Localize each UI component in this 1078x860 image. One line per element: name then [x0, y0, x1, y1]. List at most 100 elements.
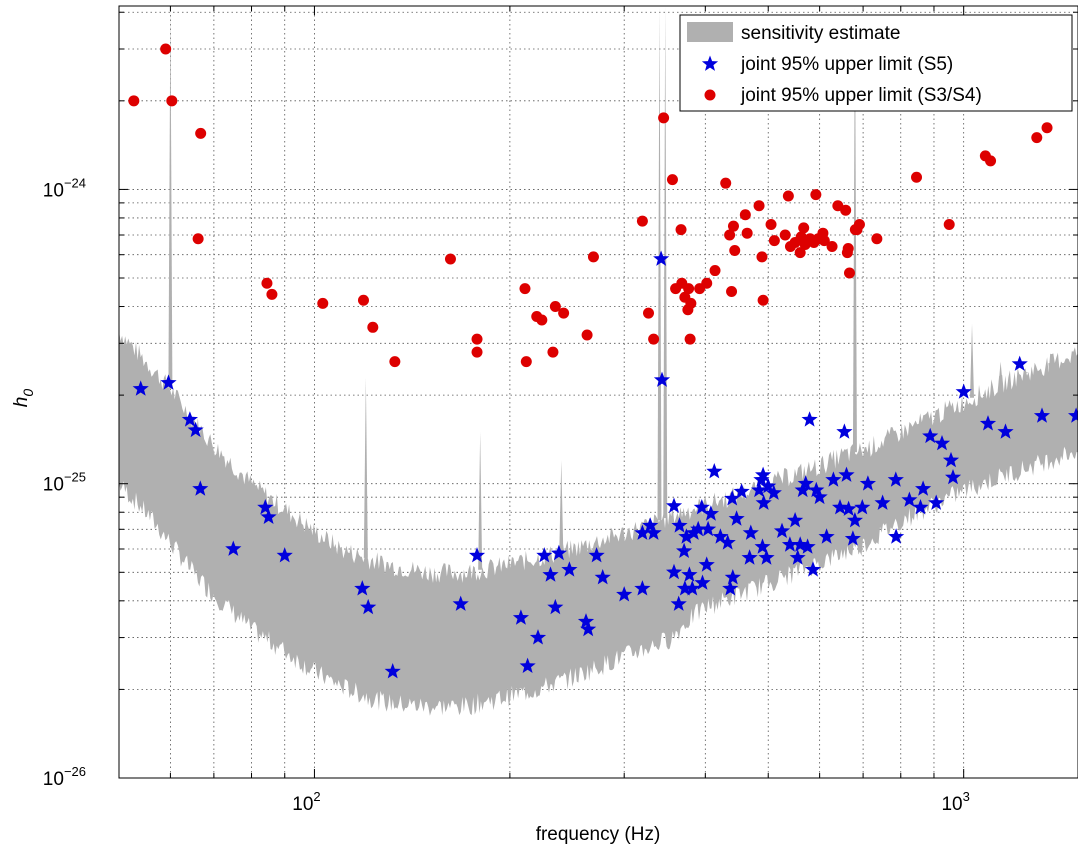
y-axis-title-sub: 0 — [20, 389, 36, 397]
point-s3s4-circle — [794, 247, 806, 259]
point-s5-star — [685, 524, 702, 540]
point-s5-star — [789, 549, 806, 565]
point-s5-star — [468, 547, 486, 563]
point-s5-star — [634, 524, 651, 540]
point-s5-star — [811, 488, 828, 505]
point-s5-star — [257, 499, 274, 515]
point-s5-star — [645, 524, 662, 540]
point-s5-star — [260, 508, 277, 524]
legend-band-swatch — [687, 22, 733, 42]
point-s5-star — [580, 620, 597, 637]
point-s5-star — [846, 512, 863, 528]
point-s5-star — [550, 544, 567, 561]
point-s5-star — [698, 556, 715, 572]
point-s5-star — [754, 538, 771, 554]
plot-frame — [118, 5, 1078, 779]
point-s5-star — [838, 466, 855, 482]
point-s3s4-circle — [779, 229, 791, 241]
point-s5-star — [690, 520, 707, 537]
point-s3s4-circle — [636, 215, 648, 227]
point-s5-star — [792, 536, 809, 552]
point-s5-star — [536, 547, 553, 563]
point-s3s4-circle — [685, 297, 697, 309]
point-s5-star — [276, 547, 293, 563]
point-s5-star — [887, 471, 904, 487]
point-s5-star — [773, 522, 791, 538]
point-s3s4-circle — [842, 242, 854, 254]
point-s3s4-circle — [739, 209, 751, 221]
point-s5-star — [945, 469, 962, 485]
point-s5-star — [642, 517, 659, 533]
point-s5-star — [653, 250, 670, 266]
point-s5-star — [512, 609, 529, 625]
point-s3s4-circle — [753, 200, 765, 212]
point-s3s4-circle — [757, 294, 769, 306]
point-s5-star — [804, 561, 822, 577]
point-s5-star — [529, 629, 547, 645]
point-s5-star — [859, 475, 876, 491]
point-s5-star — [979, 415, 997, 431]
point-s3s4-circle — [729, 245, 741, 257]
point-s3s4-circle — [768, 235, 780, 247]
y-axis-title-base: h — [11, 397, 32, 408]
point-s5-star — [192, 480, 209, 496]
point-s3s4-circle — [756, 251, 768, 263]
sensitivity-band-area — [119, 331, 1078, 716]
point-s5-star — [728, 510, 745, 526]
point-s3s4-circle — [720, 177, 732, 189]
point-s3s4-circle — [587, 251, 599, 263]
sensitivity-spike — [1024, 371, 1029, 373]
point-s3s4-circle — [727, 220, 739, 232]
point-s5-star — [751, 481, 768, 498]
point-s5-star — [808, 481, 825, 498]
point-s3s4-circle — [943, 218, 955, 230]
point-s3s4-circle — [871, 233, 883, 245]
point-s5-star — [933, 435, 951, 451]
point-s3s4-circle — [724, 229, 736, 241]
point-s3s4-circle — [843, 267, 855, 279]
point-s3s4-circle — [547, 346, 559, 358]
point-s5-star — [712, 528, 729, 544]
point-s3s4-circle — [519, 283, 531, 295]
point-s3s4-circle — [911, 171, 923, 183]
point-s5-star — [724, 569, 741, 585]
point-s3s4-circle — [367, 321, 379, 333]
point-s5-star — [384, 663, 401, 679]
point-s5-star — [741, 549, 758, 565]
point-s5-star — [874, 494, 891, 510]
sensitivity-spike — [1048, 363, 1053, 396]
point-s3s4-circle — [643, 307, 655, 319]
point-s3s4-circle — [701, 277, 713, 289]
legend-label-s5: joint 95% upper limit (S5) — [740, 54, 953, 75]
point-s5-star — [724, 490, 741, 506]
point-s5-star — [1011, 355, 1028, 371]
legend-star-marker-shape — [701, 55, 719, 71]
point-s3s4-circle — [1031, 132, 1043, 144]
point-s5-star — [922, 427, 939, 444]
point-s5-star — [722, 580, 739, 596]
point-s5-star — [825, 471, 842, 487]
axis-ticks: 102 103 10−26 10−25 10−24 — [43, 6, 1078, 815]
y-tick-label: 10−24 — [43, 175, 86, 201]
point-s5-star — [765, 484, 782, 500]
legend-label-s3s4: joint 95% upper limit (S3/S4) — [740, 85, 982, 106]
sensitivity-spike — [168, 6, 173, 389]
point-s5-star — [840, 500, 857, 516]
x-tick-label: 102 — [292, 789, 320, 815]
point-s5-star — [787, 512, 804, 528]
point-s3s4-circle — [166, 95, 178, 107]
sensitivity-spike — [970, 323, 975, 398]
point-s5-star — [616, 586, 633, 602]
point-s3s4-circle — [709, 265, 721, 277]
sensitivity-spike — [363, 377, 368, 558]
point-s5-star — [760, 477, 777, 494]
point-s3s4-circle — [536, 314, 548, 326]
point-s5-star — [676, 542, 693, 558]
point-s5-star — [700, 520, 717, 537]
point-s3s4-circle — [666, 174, 678, 186]
point-s5-star — [928, 494, 945, 510]
point-s5-star — [844, 530, 861, 546]
point-s3s4-circle — [444, 253, 456, 265]
